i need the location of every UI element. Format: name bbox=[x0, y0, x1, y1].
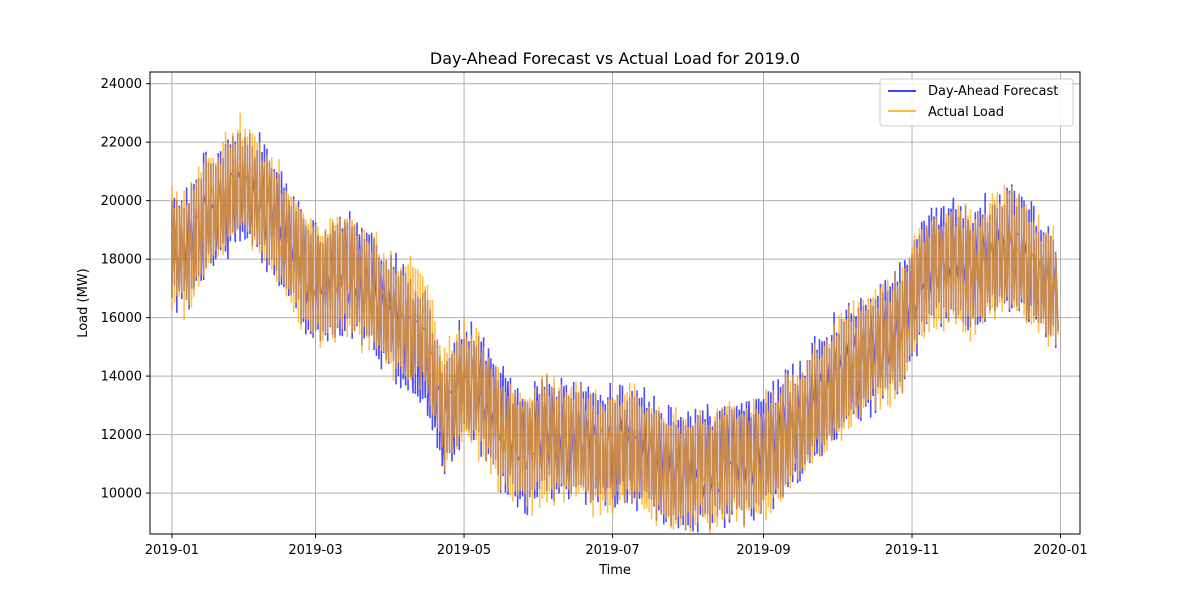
x-tick-label: 2019-03 bbox=[288, 543, 342, 558]
y-tick-label: 20000 bbox=[101, 194, 142, 209]
y-axis-label: Load (MW) bbox=[76, 268, 91, 338]
plot-frame bbox=[149, 71, 1081, 535]
x-axis: 2019-01 2019-03 2019-05 2019-07 2019-09 2019-… bbox=[145, 534, 1088, 558]
x-tick-label: 2020-01 bbox=[1033, 543, 1087, 558]
x-tick-label: 2019-09 bbox=[736, 543, 790, 558]
y-tick-label: 24000 bbox=[101, 77, 142, 92]
y-tick-label: 14000 bbox=[101, 370, 142, 385]
legend-label-actual: Actual Load bbox=[928, 105, 1004, 120]
series-layer bbox=[171, 112, 1059, 534]
y-axis: 10000 12000 14000 16000 18000 20000 22000 24000 bbox=[101, 77, 150, 502]
x-tick-label: 2019-11 bbox=[885, 543, 939, 558]
y-tick-label: 18000 bbox=[101, 253, 142, 268]
series-line-actual bbox=[171, 112, 1059, 534]
x-tick-label: 2019-05 bbox=[437, 543, 491, 558]
legend: Day-Ahead Forecast Actual Load bbox=[879, 78, 1074, 127]
y-tick-label: 10000 bbox=[101, 487, 142, 502]
chart-title: Day-Ahead Forecast vs Actual Load for 20… bbox=[430, 49, 800, 68]
y-tick-label: 12000 bbox=[101, 428, 142, 443]
y-tick-label: 22000 bbox=[101, 136, 142, 151]
x-tick-label: 2019-01 bbox=[145, 543, 199, 558]
legend-box bbox=[879, 78, 1074, 127]
y-tick-label: 16000 bbox=[101, 311, 142, 326]
x-axis-label: Time bbox=[598, 563, 631, 578]
legend-label-forecast: Day-Ahead Forecast bbox=[928, 84, 1058, 99]
x-tick-label: 2019-07 bbox=[585, 543, 639, 558]
